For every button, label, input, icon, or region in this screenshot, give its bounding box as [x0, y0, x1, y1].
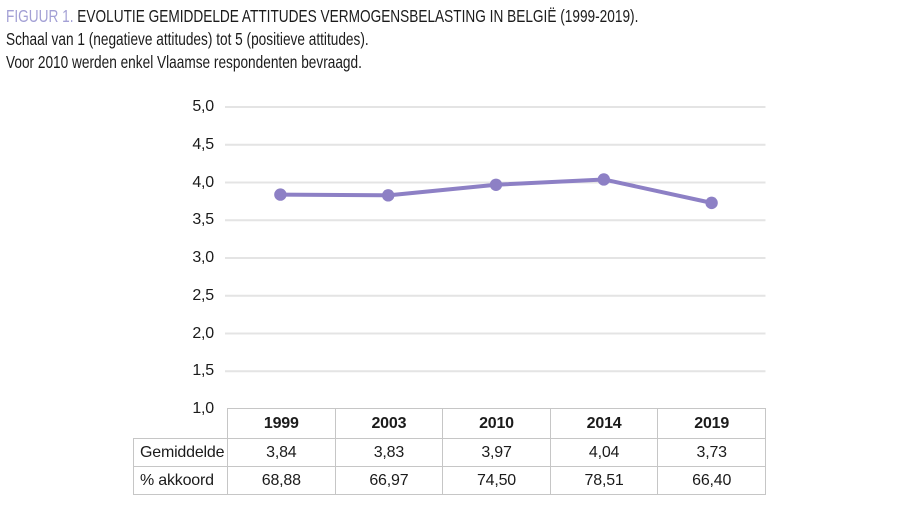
figure-subtitle-note: Voor 2010 werden enkel Vlaamse responden… — [6, 52, 362, 72]
data-point-marker — [597, 173, 610, 186]
table-row: 1999 2003 2010 2014 2019 — [133, 408, 766, 439]
year-header-cell: 2010 — [442, 408, 551, 439]
y-tick-label: 4,5 — [192, 135, 214, 153]
table-body: Gemiddelde 3,84 3,83 3,97 4,04 3,73% akkoord 6… — [133, 438, 766, 495]
value-cell: 3,73 — [657, 438, 766, 467]
data-point-marker — [705, 196, 718, 210]
value-cell: 66,40 — [657, 466, 766, 495]
year-header-cell: 2014 — [549, 408, 659, 439]
value-cell: 74,50 — [442, 466, 551, 495]
row-label-cell: % akkoord — [133, 466, 228, 495]
table-header-row: 1999 2003 2010 2014 2019 — [133, 408, 766, 439]
figure-label: FIGUUR 1. — [6, 6, 74, 26]
value-cell: 68,88 — [227, 466, 336, 495]
y-tick-label: 1,5 — [192, 362, 214, 380]
y-tick-label: 2,0 — [192, 324, 214, 342]
y-tick-label: 3,0 — [192, 249, 214, 266]
value-cell: 3,84 — [227, 438, 336, 467]
row-label-cell: Gemiddelde — [133, 438, 228, 467]
y-tick-label: 3,5 — [192, 211, 214, 229]
value-cell: 3,83 — [334, 438, 444, 467]
data-point-marker — [382, 189, 395, 202]
data-point-marker — [489, 178, 503, 191]
value-cell: 66,97 — [334, 466, 444, 495]
series-line — [274, 173, 718, 210]
gridlines — [225, 106, 766, 373]
data-point-marker — [274, 188, 287, 201]
year-header-cell: 2019 — [657, 408, 766, 439]
figure-subtitle-scale: Schaal van 1 (negatieve attitudes) tot 5… — [6, 29, 369, 49]
y-tick-label: 4,0 — [192, 173, 214, 191]
figure-title: EVOLUTIE GEMIDDELDE ATTITUDES VERMOGENSB… — [77, 6, 639, 26]
y-tick-label: 2,5 — [192, 286, 214, 304]
table-blank-cell — [133, 408, 228, 439]
figure-title-line: FIGUUR 1. EVOLUTIE GEMIDDELDE ATTITUDES … — [6, 5, 638, 28]
table-row: % akkoord 68,88 66,97 74,50 78,51 66,40 — [133, 466, 766, 495]
data-table: 1999 2003 2010 2014 2019 Gemiddelde 3,84 3,83 3… — [133, 408, 766, 495]
year-header-cell: 1999 — [227, 408, 336, 439]
figure-header: FIGUUR 1. EVOLUTIE GEMIDDELDE ATTITUDES … — [6, 5, 638, 74]
value-cell: 78,51 — [549, 466, 659, 495]
value-cell: 4,04 — [549, 438, 659, 467]
value-cell: 3,97 — [442, 438, 551, 467]
table-row: Gemiddelde 3,84 3,83 3,97 4,04 3,73 — [133, 438, 766, 467]
year-header-cell: 2003 — [334, 408, 444, 439]
series-polyline — [278, 177, 714, 205]
y-tick-label: 5,0 — [192, 98, 214, 115]
